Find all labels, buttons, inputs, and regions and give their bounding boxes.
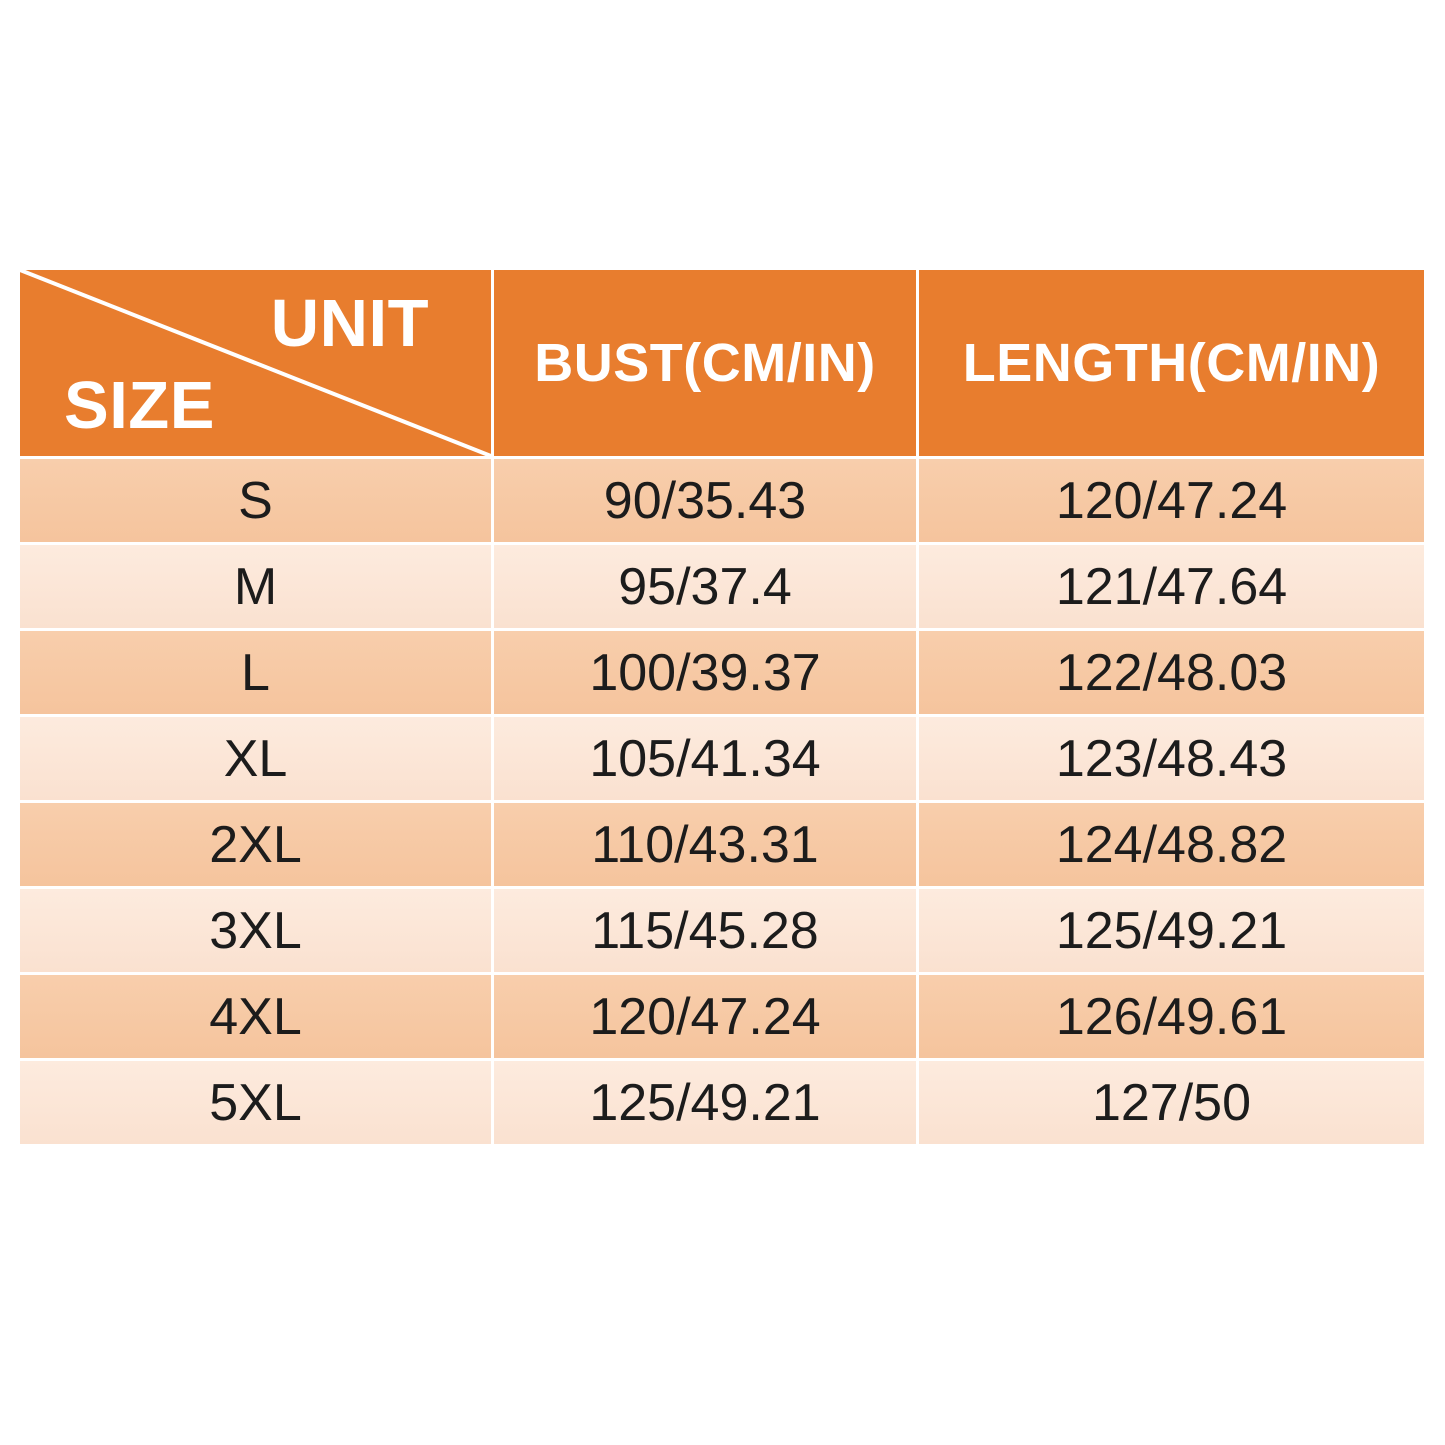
length-cell: 122/48.03 [919,631,1424,714]
bust-cell: 125/49.21 [494,1061,916,1144]
size-cell: XL [20,717,491,800]
size-cell: M [20,545,491,628]
bust-cell: 110/43.31 [494,803,916,886]
size-cell: L [20,631,491,714]
length-cell: 121/47.64 [919,545,1424,628]
size-chart-table: UNIT SIZE BUST(CM/IN) LENGTH(CM/IN) S 90… [20,270,1424,1144]
column-header-length: LENGTH(CM/IN) [919,270,1424,456]
length-cell: 120/47.24 [919,459,1424,542]
bust-cell: 95/37.4 [494,545,916,628]
size-label: SIZE [64,368,215,444]
size-cell: 3XL [20,889,491,972]
length-cell: 123/48.43 [919,717,1424,800]
length-cell: 124/48.82 [919,803,1424,886]
bust-cell: 115/45.28 [494,889,916,972]
bust-cell: 100/39.37 [494,631,916,714]
diagonal-divider-line [20,270,491,456]
column-header-bust: BUST(CM/IN) [494,270,916,456]
length-cell: 125/49.21 [919,889,1424,972]
unit-label: UNIT [270,286,429,361]
bust-cell: 120/47.24 [494,975,916,1058]
bust-cell: 90/35.43 [494,459,916,542]
size-cell: 5XL [20,1061,491,1144]
header-corner-cell: UNIT SIZE [20,270,491,456]
length-cell: 126/49.61 [919,975,1424,1058]
size-cell: S [20,459,491,542]
size-cell: 2XL [20,803,491,886]
bust-cell: 105/41.34 [494,717,916,800]
size-cell: 4XL [20,975,491,1058]
length-cell: 127/50 [919,1061,1424,1144]
